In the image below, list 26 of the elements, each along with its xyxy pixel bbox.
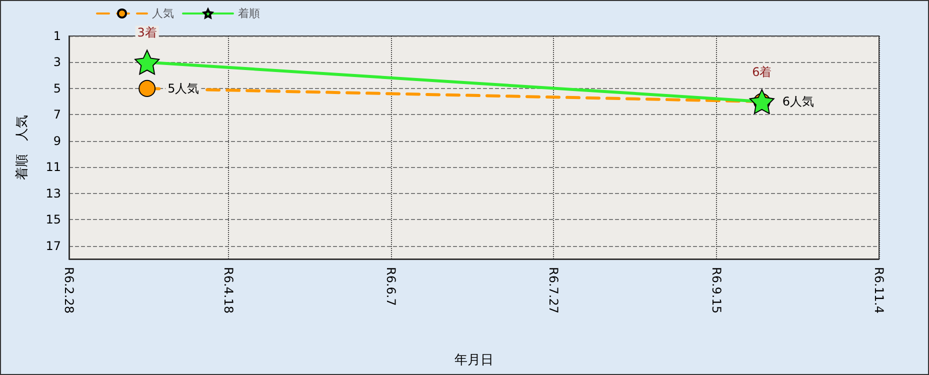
data-label: 6着 (752, 65, 772, 80)
y-tick-label: 7 (53, 108, 61, 122)
legend-label: 着順 (238, 7, 260, 20)
y-tick-label: 3 (53, 55, 61, 70)
y-axis-title: 着順 人気 (14, 115, 30, 180)
data-label: 6人気 (782, 94, 814, 109)
point (134, 50, 160, 75)
point (138, 80, 156, 97)
y-tick-label: 1 (53, 29, 61, 43)
x-axis-title: 年月日 (454, 353, 494, 368)
data-label: 3着 (137, 26, 157, 40)
x-tick-label: R6.9.15 (709, 267, 724, 314)
y-tick-label: 17 (46, 238, 61, 253)
y-tick-label: 9 (53, 134, 61, 148)
x-tick-label: R6.7.27 (546, 267, 561, 314)
x-tick-label: R6.11.4 (872, 267, 886, 314)
x-tick-label: R6.4.18 (221, 267, 236, 314)
point (749, 89, 774, 114)
data-label: 5人気 (168, 81, 200, 96)
x-tick-label: R6.2.28 (62, 267, 76, 314)
x-tick-label: R6.6.7 (384, 267, 398, 306)
legend-label: 人気 (152, 7, 174, 20)
y-tick-label: 5 (53, 81, 61, 96)
y-tick-label: 11 (46, 160, 61, 174)
y-tick-label: 13 (46, 186, 61, 200)
y-tick-label: 15 (46, 212, 61, 227)
